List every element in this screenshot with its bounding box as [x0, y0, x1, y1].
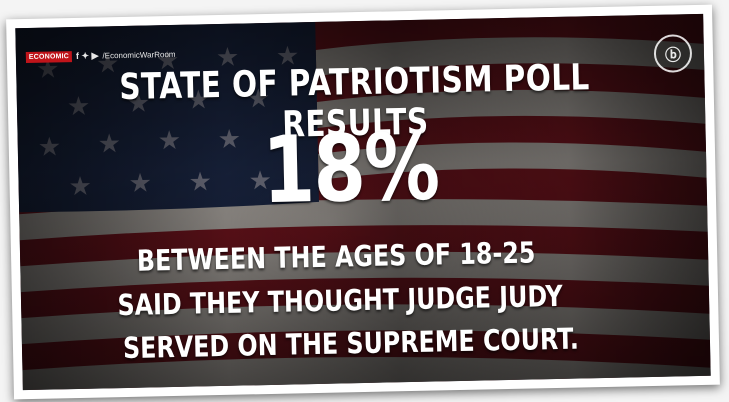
poll-graphic: ★ ★ ★ ★ ★ ★ ★ ★ ★ ★ ★ ★ ★ ★ ★ ★ ★ ★ [15, 13, 711, 391]
poll-percent: 18% [261, 113, 440, 225]
economic-war-room-logo: ECONOMIC [25, 50, 73, 63]
social-icons: f ✦ ▶ [75, 50, 99, 61]
social-handle: /EconomicWarRoom [102, 49, 176, 60]
photo-frame: ★ ★ ★ ★ ★ ★ ★ ★ ★ ★ ★ ★ ★ ★ ★ ★ ★ ★ [6, 4, 720, 400]
